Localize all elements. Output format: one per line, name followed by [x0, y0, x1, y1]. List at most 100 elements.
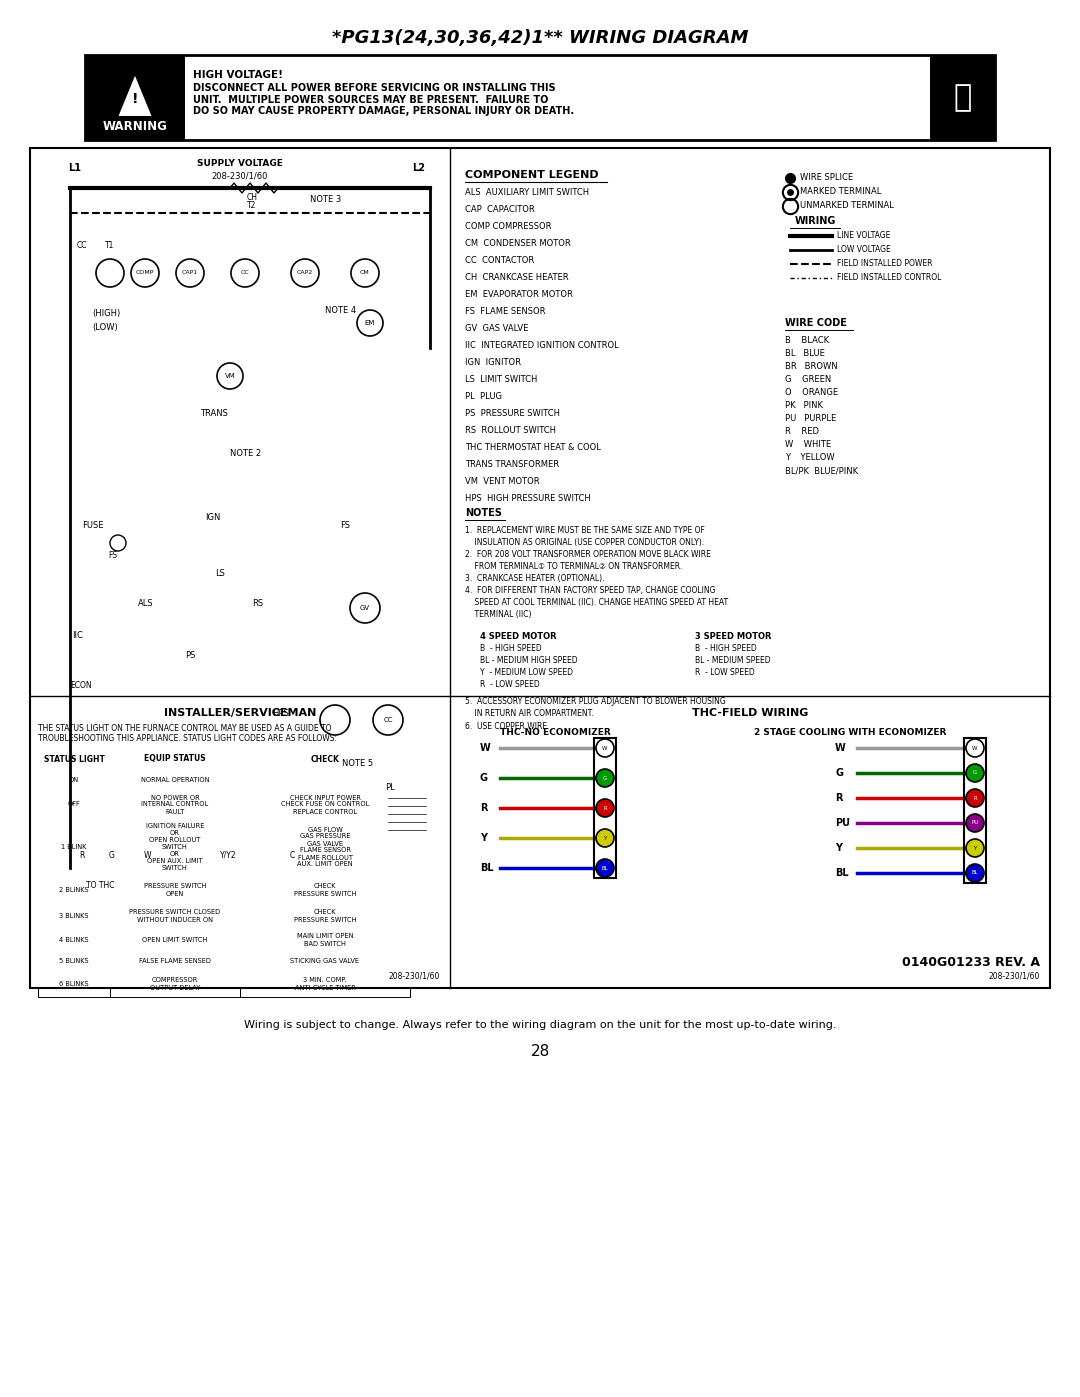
Circle shape [596, 859, 615, 877]
Bar [38, 752, 110, 767]
Text: Y: Y [480, 833, 487, 842]
Text: VM  VENT MOTOR: VM VENT MOTOR [465, 476, 540, 486]
Text: WIRING: WIRING [794, 217, 836, 226]
Text: 3 SPEED MOTOR: 3 SPEED MOTOR [696, 631, 771, 641]
Text: B    BLACK: B BLACK [785, 337, 829, 345]
Text: CAP2: CAP2 [297, 271, 313, 275]
Text: WIRE SPLICE: WIRE SPLICE [800, 173, 853, 183]
Circle shape [966, 863, 984, 882]
Text: SPEED AT COOL TERMINAL (IIC). CHANGE HEATING SPEED AT HEAT: SPEED AT COOL TERMINAL (IIC). CHANGE HEA… [465, 598, 728, 608]
Text: BL - MEDIUM SPEED: BL - MEDIUM SPEED [696, 657, 771, 665]
Text: CH: CH [246, 194, 257, 203]
Text: R: R [973, 795, 977, 800]
Circle shape [596, 799, 615, 817]
Text: ✋: ✋ [954, 82, 972, 112]
Text: BL/PK  BLUE/PINK: BL/PK BLUE/PINK [785, 467, 859, 475]
Text: GV: GV [360, 605, 370, 610]
Bar [30, 148, 1050, 988]
Text: FALSE FLAME SENSED: FALSE FLAME SENSED [139, 958, 211, 964]
Text: 3 MIN. COMP.
ANTI-CYCLE TIMER: 3 MIN. COMP. ANTI-CYCLE TIMER [295, 978, 355, 990]
Text: 4 SPEED MOTOR: 4 SPEED MOTOR [480, 631, 556, 641]
Text: G: G [109, 851, 114, 861]
Text: CM  CONDENSER MOTOR: CM CONDENSER MOTOR [465, 239, 570, 249]
Text: OFF: OFF [68, 802, 80, 807]
Text: BL: BL [835, 868, 849, 877]
Text: ALS  AUXILIARY LIMIT SWITCH: ALS AUXILIARY LIMIT SWITCH [465, 189, 589, 197]
Text: G: G [603, 775, 607, 781]
Text: NOTE 5: NOTE 5 [342, 759, 373, 768]
Bar [38, 817, 110, 877]
Circle shape [966, 840, 984, 856]
Text: THC THERMOSTAT HEAT & COOL: THC THERMOSTAT HEAT & COOL [465, 443, 600, 453]
Polygon shape [117, 73, 153, 117]
Bar [110, 752, 240, 767]
Bar [594, 738, 616, 877]
Text: COMPONENT LEGEND: COMPONENT LEGEND [465, 170, 598, 180]
Text: HPS  HIGH PRESSURE SWITCH: HPS HIGH PRESSURE SWITCH [465, 495, 591, 503]
Text: OPEN LIMIT SWITCH: OPEN LIMIT SWITCH [143, 937, 207, 943]
Text: Y  - MEDIUM LOW SPEED: Y - MEDIUM LOW SPEED [480, 668, 573, 678]
Text: 6 BLINKS: 6 BLINKS [59, 981, 89, 988]
Text: Y: Y [604, 835, 607, 841]
Text: G    GREEN: G GREEN [785, 374, 832, 384]
Text: HIGH VOLTAGE!: HIGH VOLTAGE! [193, 70, 283, 80]
Text: MAIN LIMIT OPEN
BAD SWITCH: MAIN LIMIT OPEN BAD SWITCH [297, 933, 353, 947]
Bar [110, 929, 240, 951]
Text: 28: 28 [530, 1044, 550, 1059]
Text: INSTALLER/SERVICEMAN: INSTALLER/SERVICEMAN [164, 708, 316, 718]
Text: (HIGH): (HIGH) [92, 309, 120, 319]
Text: PL: PL [384, 782, 395, 792]
Text: CHECK: CHECK [311, 754, 339, 764]
Text: COMP: COMP [136, 271, 154, 275]
Text: SUPPLY VOLTAGE: SUPPLY VOLTAGE [197, 158, 283, 168]
Text: CHECK INPUT POWER
CHECK FUSE ON CONTROL
REPLACE CONTROL: CHECK INPUT POWER CHECK FUSE ON CONTROL … [281, 795, 369, 814]
Text: INSULATION AS ORIGINAL (USE COPPER CONDUCTOR ONLY).: INSULATION AS ORIGINAL (USE COPPER CONDU… [465, 538, 704, 548]
Text: R: R [79, 851, 84, 861]
Text: W: W [835, 743, 846, 753]
Bar [240, 971, 410, 997]
Text: COMP COMPRESSOR: COMP COMPRESSOR [465, 222, 552, 231]
Text: 1.  REPLACEMENT WIRE MUST BE THE SAME SIZE AND TYPE OF: 1. REPLACEMENT WIRE MUST BE THE SAME SIZ… [465, 527, 705, 535]
Text: W: W [480, 743, 490, 753]
Text: 2.  FOR 208 VOLT TRANSFORMER OPERATION MOVE BLACK WIRE: 2. FOR 208 VOLT TRANSFORMER OPERATION MO… [465, 550, 711, 559]
Bar [38, 767, 110, 792]
Text: 208-230/1/60: 208-230/1/60 [212, 172, 268, 180]
Text: ECON: ECON [70, 680, 92, 690]
Text: FROM TERMINAL① TO TERMINAL② ON TRANSFORMER.: FROM TERMINAL① TO TERMINAL② ON TRANSFORM… [465, 562, 683, 571]
Text: NO POWER OR
INTERNAL CONTROL
FAULT: NO POWER OR INTERNAL CONTROL FAULT [141, 795, 208, 814]
Bar [38, 971, 110, 997]
Text: R: R [603, 806, 607, 810]
Bar [38, 951, 110, 971]
Text: B  - HIGH SPEED: B - HIGH SPEED [696, 644, 757, 652]
Text: DISCONNECT ALL POWER BEFORE SERVICING OR INSTALLING THIS
UNIT.  MULTIPLE POWER S: DISCONNECT ALL POWER BEFORE SERVICING OR… [193, 82, 575, 116]
Text: FIELD INSTALLED POWER: FIELD INSTALLED POWER [837, 260, 932, 268]
Text: R    RED: R RED [785, 427, 819, 436]
Text: Y/Y2: Y/Y2 [219, 851, 237, 861]
Text: THC-NO ECONOMIZER: THC-NO ECONOMIZER [500, 728, 610, 738]
Text: Y: Y [835, 842, 842, 854]
Text: W: W [603, 746, 608, 750]
Text: PU: PU [835, 819, 850, 828]
Text: 6.  USE COPPER WIRE: 6. USE COPPER WIRE [465, 722, 548, 731]
Text: 2 STAGE COOLING WITH ECONOMIZER: 2 STAGE COOLING WITH ECONOMIZER [754, 728, 946, 738]
Text: 208-230/1/60: 208-230/1/60 [389, 971, 440, 981]
Text: IIC  INTEGRATED IGNITION CONTROL: IIC INTEGRATED IGNITION CONTROL [465, 341, 619, 351]
Bar [110, 817, 240, 877]
Circle shape [596, 739, 615, 757]
Bar [240, 929, 410, 951]
Text: PS: PS [185, 651, 195, 659]
Text: LS: LS [215, 569, 225, 578]
Text: NOTE 2: NOTE 2 [230, 448, 261, 458]
Text: B  - HIGH SPEED: B - HIGH SPEED [480, 644, 542, 652]
Text: CM: CM [360, 271, 369, 275]
Text: 208-230/1/60: 208-230/1/60 [988, 971, 1040, 981]
Text: EM: EM [365, 320, 375, 326]
Text: PL  PLUG: PL PLUG [465, 393, 502, 401]
Bar [930, 54, 995, 140]
Text: FS  FLAME SENSOR: FS FLAME SENSOR [465, 307, 545, 316]
Text: CC: CC [241, 271, 249, 275]
Text: 5.  ACCESSORY ECONOMIZER PLUG ADJACENT TO BLOWER HOUSING: 5. ACCESSORY ECONOMIZER PLUG ADJACENT TO… [465, 697, 726, 705]
Text: L1: L1 [68, 163, 81, 173]
Text: NOTE 4: NOTE 4 [325, 306, 356, 314]
Text: L2: L2 [411, 163, 426, 173]
